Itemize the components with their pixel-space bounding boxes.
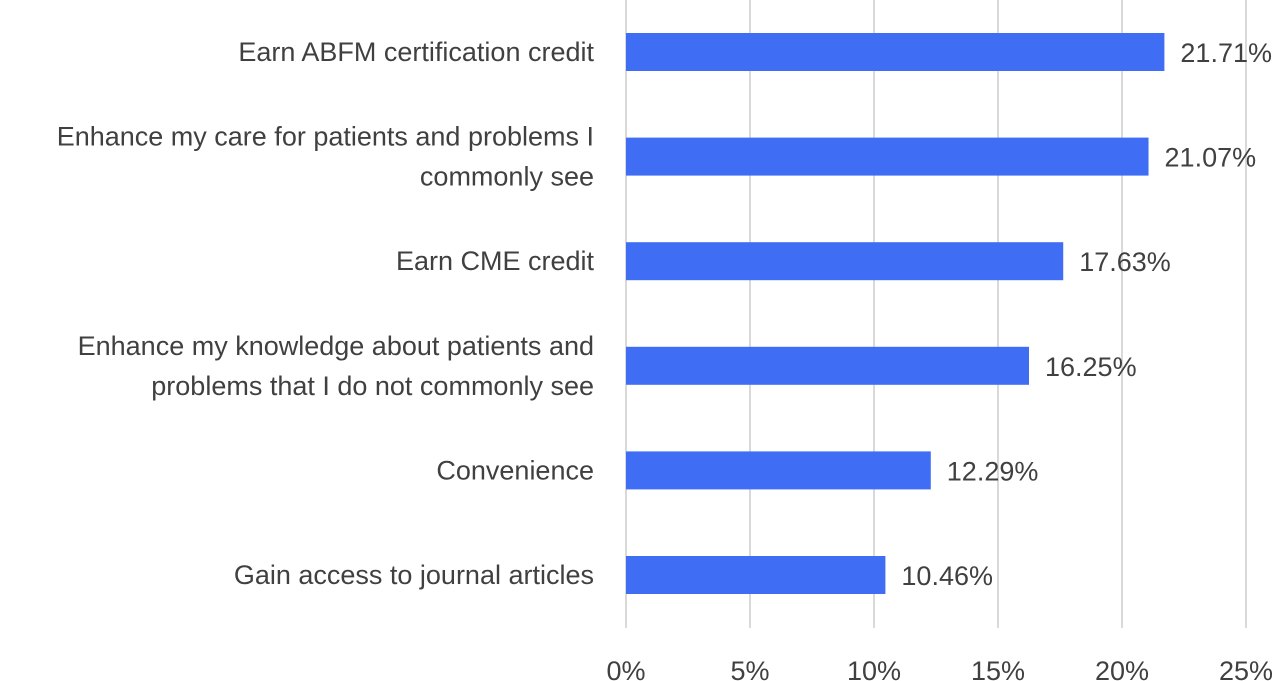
category-label: Earn ABFM certification credit: [238, 37, 594, 67]
x-axis-tick-labels: 0% 5% 10% 15% 20% 25%: [606, 656, 1273, 681]
bar: [626, 451, 931, 490]
category-label: commonly see: [420, 162, 594, 192]
x-tick-label: 15%: [971, 656, 1025, 681]
x-tick-label: 5%: [730, 656, 769, 681]
bar: [626, 242, 1064, 281]
category-label: Convenience: [436, 455, 594, 485]
category-label: Enhance my knowledge about patients and: [78, 331, 594, 361]
bar: [626, 346, 1029, 385]
category-label: problems that I do not commonly see: [151, 371, 594, 401]
bar: [626, 137, 1149, 176]
x-tick-label: 25%: [1219, 656, 1273, 681]
category-labels: Earn ABFM certification credit Enhance my…: [57, 37, 595, 590]
data-label: 16.25%: [1045, 352, 1137, 382]
category-label: Enhance my care for patients and problem…: [57, 122, 594, 152]
data-label: 12.29%: [947, 456, 1039, 486]
x-tick-label: 0%: [606, 656, 645, 681]
data-labels: 21.71% 21.07% 17.63% 16.25% 12.29% 10.46%: [901, 38, 1272, 591]
x-tick-label: 20%: [1095, 656, 1149, 681]
x-tick-label: 10%: [847, 656, 901, 681]
gridlines: [625, 0, 1247, 628]
data-label: 21.71%: [1180, 38, 1272, 68]
category-label: Gain access to journal articles: [234, 560, 594, 590]
data-label: 10.46%: [901, 561, 993, 591]
bar: [626, 556, 886, 594]
bars: [626, 33, 1165, 594]
category-label: Earn CME credit: [396, 246, 595, 276]
data-label: 17.63%: [1079, 247, 1171, 277]
bar: [626, 33, 1165, 71]
data-label: 21.07%: [1165, 143, 1257, 173]
